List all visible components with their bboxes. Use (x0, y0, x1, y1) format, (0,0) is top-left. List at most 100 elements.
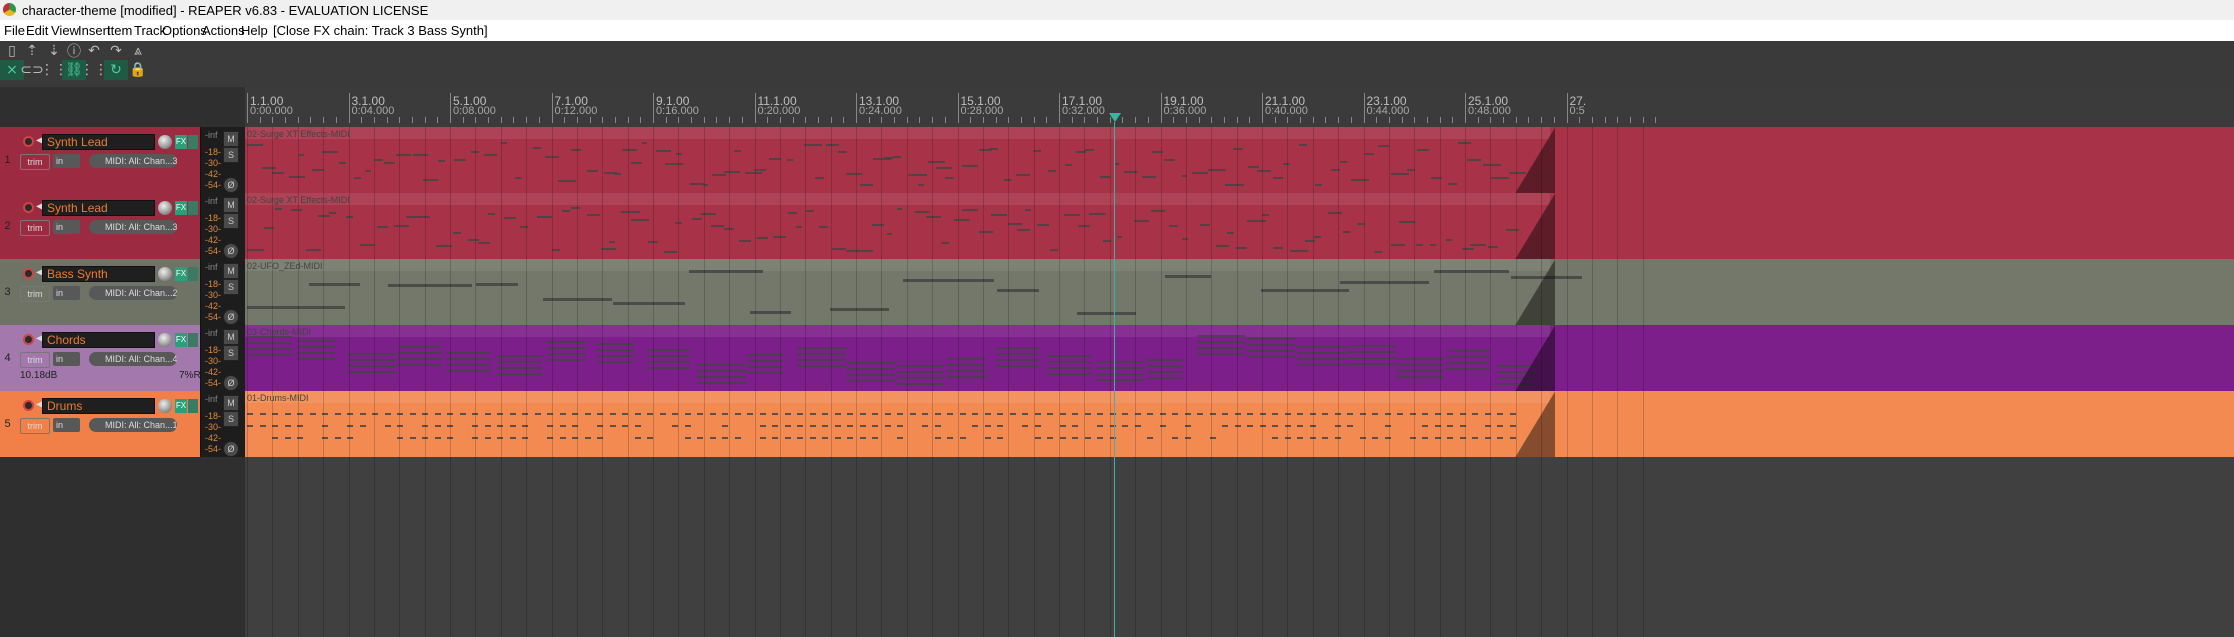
automation-trim-button[interactable]: trim (20, 418, 50, 434)
new-project-icon[interactable]: ▯ (8, 43, 16, 59)
menu-help[interactable]: Help (241, 23, 268, 38)
menu-view[interactable]: View (51, 23, 79, 38)
mute-button[interactable]: M (223, 329, 239, 345)
solo-button[interactable]: S (223, 279, 239, 295)
media-item-4[interactable]: 03-Chords-MIDI (245, 325, 2234, 391)
track-header[interactable]: ◀ Chords FX trim in MIDI: All: Chan...4 … (15, 325, 201, 391)
automation-trim-button[interactable]: trim (20, 220, 50, 236)
menu-actions[interactable]: Actions (202, 23, 245, 38)
save-project-icon[interactable]: ⇣ (48, 43, 60, 59)
track-header[interactable]: ◀ Drums FX trim in MIDI: All: Chan...1 (15, 391, 200, 457)
fade-out-handle[interactable] (1515, 325, 1555, 391)
track-header[interactable]: ◀ Synth Lead FX trim in MIDI: All: Chan.… (15, 193, 200, 259)
input-select[interactable]: in (53, 286, 80, 300)
project-info-icon[interactable]: ⓘ (67, 44, 81, 60)
record-arm-button[interactable] (23, 136, 34, 147)
track-panel-2[interactable]: 2 ◀ Synth Lead FX trim in MIDI: All: Cha… (0, 193, 246, 259)
phase-invert-button[interactable]: Ø (223, 441, 239, 457)
mute-button[interactable]: M (223, 263, 239, 279)
input-select[interactable]: in (53, 418, 80, 432)
track-panel-5[interactable]: 5 ◀ Drums FX trim in MIDI: All: Chan...1… (0, 391, 246, 457)
track-header[interactable]: ◀ Bass Synth FX trim in MIDI: All: Chan.… (15, 259, 200, 325)
menu-track[interactable]: Track (134, 23, 167, 38)
media-item-5[interactable]: 01-Drums-MIDI (245, 391, 2234, 457)
input-select[interactable]: in (53, 154, 80, 168)
track-panel-4[interactable]: 4 ◀ Chords FX trim in MIDI: All: Chan...… (0, 325, 246, 391)
track-header[interactable]: ◀ Synth Lead FX trim in MIDI: All: Chan.… (15, 127, 200, 193)
midi-input-select[interactable]: MIDI: All: Chan...2 (89, 286, 177, 300)
record-arm-button[interactable] (23, 400, 34, 411)
menu-insert[interactable]: Insert (78, 23, 111, 38)
track-name[interactable]: Chords (42, 332, 155, 348)
fade-out-handle[interactable] (1515, 193, 1555, 259)
fx-bypass-button[interactable] (188, 135, 198, 149)
track-panel-1[interactable]: 1 ◀ Synth Lead FX trim in MIDI: All: Cha… (0, 127, 246, 193)
mute-button[interactable]: M (223, 131, 239, 147)
automation-trim-button[interactable]: trim (20, 352, 50, 368)
midi-input-select[interactable]: MIDI: All: Chan...4 (89, 352, 177, 366)
solo-button[interactable]: S (223, 213, 239, 229)
menu-item[interactable]: Item (107, 23, 133, 38)
fx-button[interactable]: FX (175, 333, 187, 347)
menu-edit[interactable]: Edit (26, 23, 49, 38)
solo-button[interactable]: S (223, 345, 239, 361)
speaker-icon[interactable]: ◀ (36, 267, 44, 278)
track-name[interactable]: Synth Lead (42, 134, 155, 150)
record-arm-button[interactable] (23, 268, 34, 279)
arrange-view[interactable]: 02-Surge XT Effects-MIDI 02-Surge XT Effe… (245, 127, 2234, 637)
redo-icon[interactable]: ↷ (110, 43, 122, 59)
track-name[interactable]: Synth Lead (42, 200, 155, 216)
metronome-icon[interactable]: ⩓ (134, 43, 142, 59)
volume-knob[interactable] (158, 135, 172, 149)
phase-invert-button[interactable]: Ø (223, 243, 239, 259)
undo-icon[interactable]: ↶ (88, 43, 100, 59)
phase-invert-button[interactable]: Ø (223, 177, 239, 193)
input-select[interactable]: in (53, 220, 80, 234)
track-name[interactable]: Bass Synth (42, 266, 155, 282)
volume-knob[interactable] (158, 399, 172, 413)
menu-options[interactable]: Options (162, 23, 207, 38)
solo-button[interactable]: S (223, 411, 239, 427)
fx-button[interactable]: FX (175, 201, 187, 215)
fx-bypass-button[interactable] (188, 399, 198, 413)
speaker-icon[interactable]: ◀ (36, 201, 44, 212)
fx-button[interactable]: FX (175, 399, 187, 413)
track-panel-3[interactable]: 3 ◀ Bass Synth FX trim in MIDI: All: Cha… (0, 259, 246, 325)
volume-knob[interactable] (158, 333, 172, 347)
fade-out-handle[interactable] (1515, 127, 1555, 193)
fx-button[interactable]: FX (175, 267, 187, 281)
midi-input-select[interactable]: MIDI: All: Chan...3 (89, 220, 177, 234)
media-item-3[interactable]: 02-UFO_ZEd-MIDI (245, 259, 2234, 325)
midi-input-select[interactable]: MIDI: All: Chan...1 (89, 418, 177, 432)
solo-button[interactable]: S (223, 147, 239, 163)
track-name[interactable]: Drums (42, 398, 155, 414)
mute-button[interactable]: M (223, 197, 239, 213)
playhead-marker-icon[interactable] (1109, 113, 1121, 122)
timeline-ruler[interactable]: 1.1.00 0:00.000 3.1.00 0:04.000 5.1.00 0:08.0… (245, 87, 2234, 127)
item-grouping-icon[interactable]: ⛓ (62, 60, 86, 80)
snap-icon[interactable]: ⋮⋮ (80, 62, 108, 78)
loop-icon[interactable]: ⊂⊃ (20, 62, 44, 78)
midi-input-select[interactable]: MIDI: All: Chan...3 (89, 154, 177, 168)
phase-invert-button[interactable]: Ø (223, 309, 239, 325)
fade-out-handle[interactable] (1515, 259, 1555, 325)
menu-file[interactable]: File (4, 23, 25, 38)
ripple-edit-icon[interactable]: ⨯ (0, 60, 24, 80)
phase-invert-button[interactable]: Ø (223, 375, 239, 391)
fade-out-handle[interactable] (1515, 391, 1555, 457)
speaker-icon[interactable]: ◀ (36, 399, 44, 410)
fx-bypass-button[interactable] (188, 333, 198, 347)
automation-trim-button[interactable]: trim (20, 286, 50, 302)
volume-knob[interactable] (158, 201, 172, 215)
fx-button[interactable]: FX (175, 135, 187, 149)
lock-icon[interactable]: 🔒 (129, 62, 147, 78)
media-item-2[interactable]: 02-Surge XT Effects-MIDI (245, 193, 2234, 259)
automation-trim-button[interactable]: trim (20, 154, 50, 170)
mute-button[interactable]: M (223, 395, 239, 411)
speaker-icon[interactable]: ◀ (36, 135, 44, 146)
record-arm-button[interactable] (23, 334, 34, 345)
fx-bypass-button[interactable] (188, 201, 198, 215)
input-select[interactable]: in (53, 352, 80, 366)
grid-icon[interactable]: ⋮⋮ (40, 62, 68, 78)
fx-bypass-button[interactable] (188, 267, 198, 281)
